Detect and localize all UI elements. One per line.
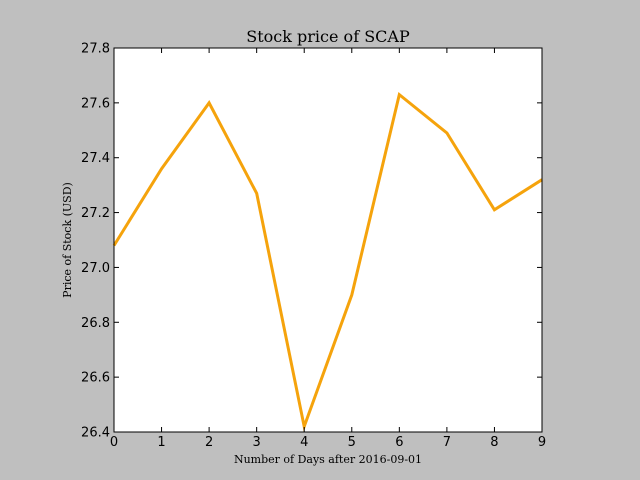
- x-tick-label: 8: [490, 435, 498, 450]
- series-line-0: [112, 91, 543, 433]
- y-tick-label: 26.4: [81, 426, 110, 441]
- x-tick-label: 2: [205, 435, 213, 450]
- y-axis-label: Price of Stock (USD): [61, 182, 74, 298]
- x-tick-label: 7: [443, 435, 451, 450]
- axis-ticks: 0 1 2 3 4 5 6 7 8 9 26.4 26.6 26.8 27.0 27.2 27.4 27.6 27…: [81, 42, 546, 451]
- x-axis-label: Number of Days after 2016-09-01: [234, 453, 422, 466]
- y-tick-label: 27.6: [81, 96, 110, 111]
- y-tick-label: 27.0: [81, 261, 110, 276]
- chart-marks: [112, 91, 543, 433]
- x-tick-label: 3: [253, 435, 261, 450]
- plot-frame: [113, 47, 543, 433]
- x-tick-label: 5: [348, 435, 356, 450]
- plot-area: [114, 48, 542, 432]
- x-tick-label: 1: [157, 435, 165, 450]
- y-tick-label: 27.2: [81, 206, 110, 221]
- x-tick-label: 0: [110, 435, 118, 450]
- y-tick-label: 26.6: [81, 371, 110, 386]
- x-tick-label: 6: [395, 435, 403, 450]
- x-tick-label: 9: [538, 435, 546, 450]
- y-tick-label: 26.8: [81, 316, 110, 331]
- x-tick-label: 4: [300, 435, 308, 450]
- y-tick-label: 27.4: [81, 151, 110, 166]
- chart-title: Stock price of SCAP: [246, 27, 410, 46]
- y-tick-label: 27.8: [81, 42, 110, 57]
